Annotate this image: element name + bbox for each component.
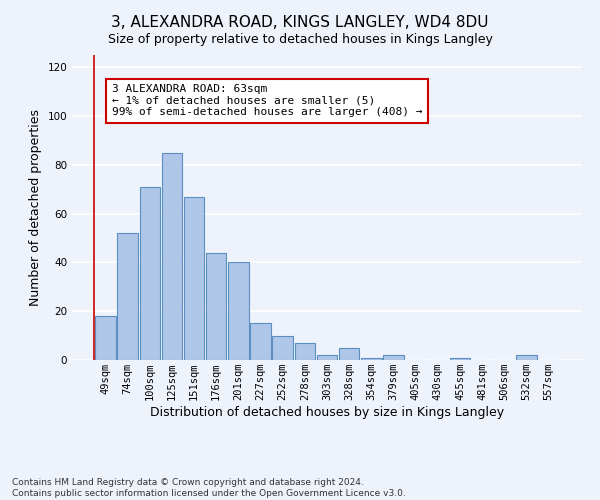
Bar: [272, 336, 293, 360]
Text: 3 ALEXANDRA ROAD: 63sqm
← 1% of detached houses are smaller (5)
99% of semi-deta: 3 ALEXANDRA ROAD: 63sqm ← 1% of detached…: [112, 84, 422, 117]
Bar: [516, 355, 536, 360]
Bar: [339, 348, 359, 360]
Bar: [317, 355, 337, 360]
Bar: [140, 187, 160, 360]
Bar: [295, 343, 315, 360]
Bar: [228, 262, 248, 360]
Bar: [184, 196, 204, 360]
Bar: [118, 233, 138, 360]
Bar: [383, 355, 404, 360]
Bar: [206, 252, 226, 360]
Bar: [361, 358, 382, 360]
Text: 3, ALEXANDRA ROAD, KINGS LANGLEY, WD4 8DU: 3, ALEXANDRA ROAD, KINGS LANGLEY, WD4 8D…: [111, 15, 489, 30]
Bar: [161, 152, 182, 360]
Bar: [450, 358, 470, 360]
X-axis label: Distribution of detached houses by size in Kings Langley: Distribution of detached houses by size …: [150, 406, 504, 419]
Bar: [250, 324, 271, 360]
Y-axis label: Number of detached properties: Number of detached properties: [29, 109, 42, 306]
Text: Size of property relative to detached houses in Kings Langley: Size of property relative to detached ho…: [107, 32, 493, 46]
Bar: [95, 316, 116, 360]
Text: Contains HM Land Registry data © Crown copyright and database right 2024.
Contai: Contains HM Land Registry data © Crown c…: [12, 478, 406, 498]
